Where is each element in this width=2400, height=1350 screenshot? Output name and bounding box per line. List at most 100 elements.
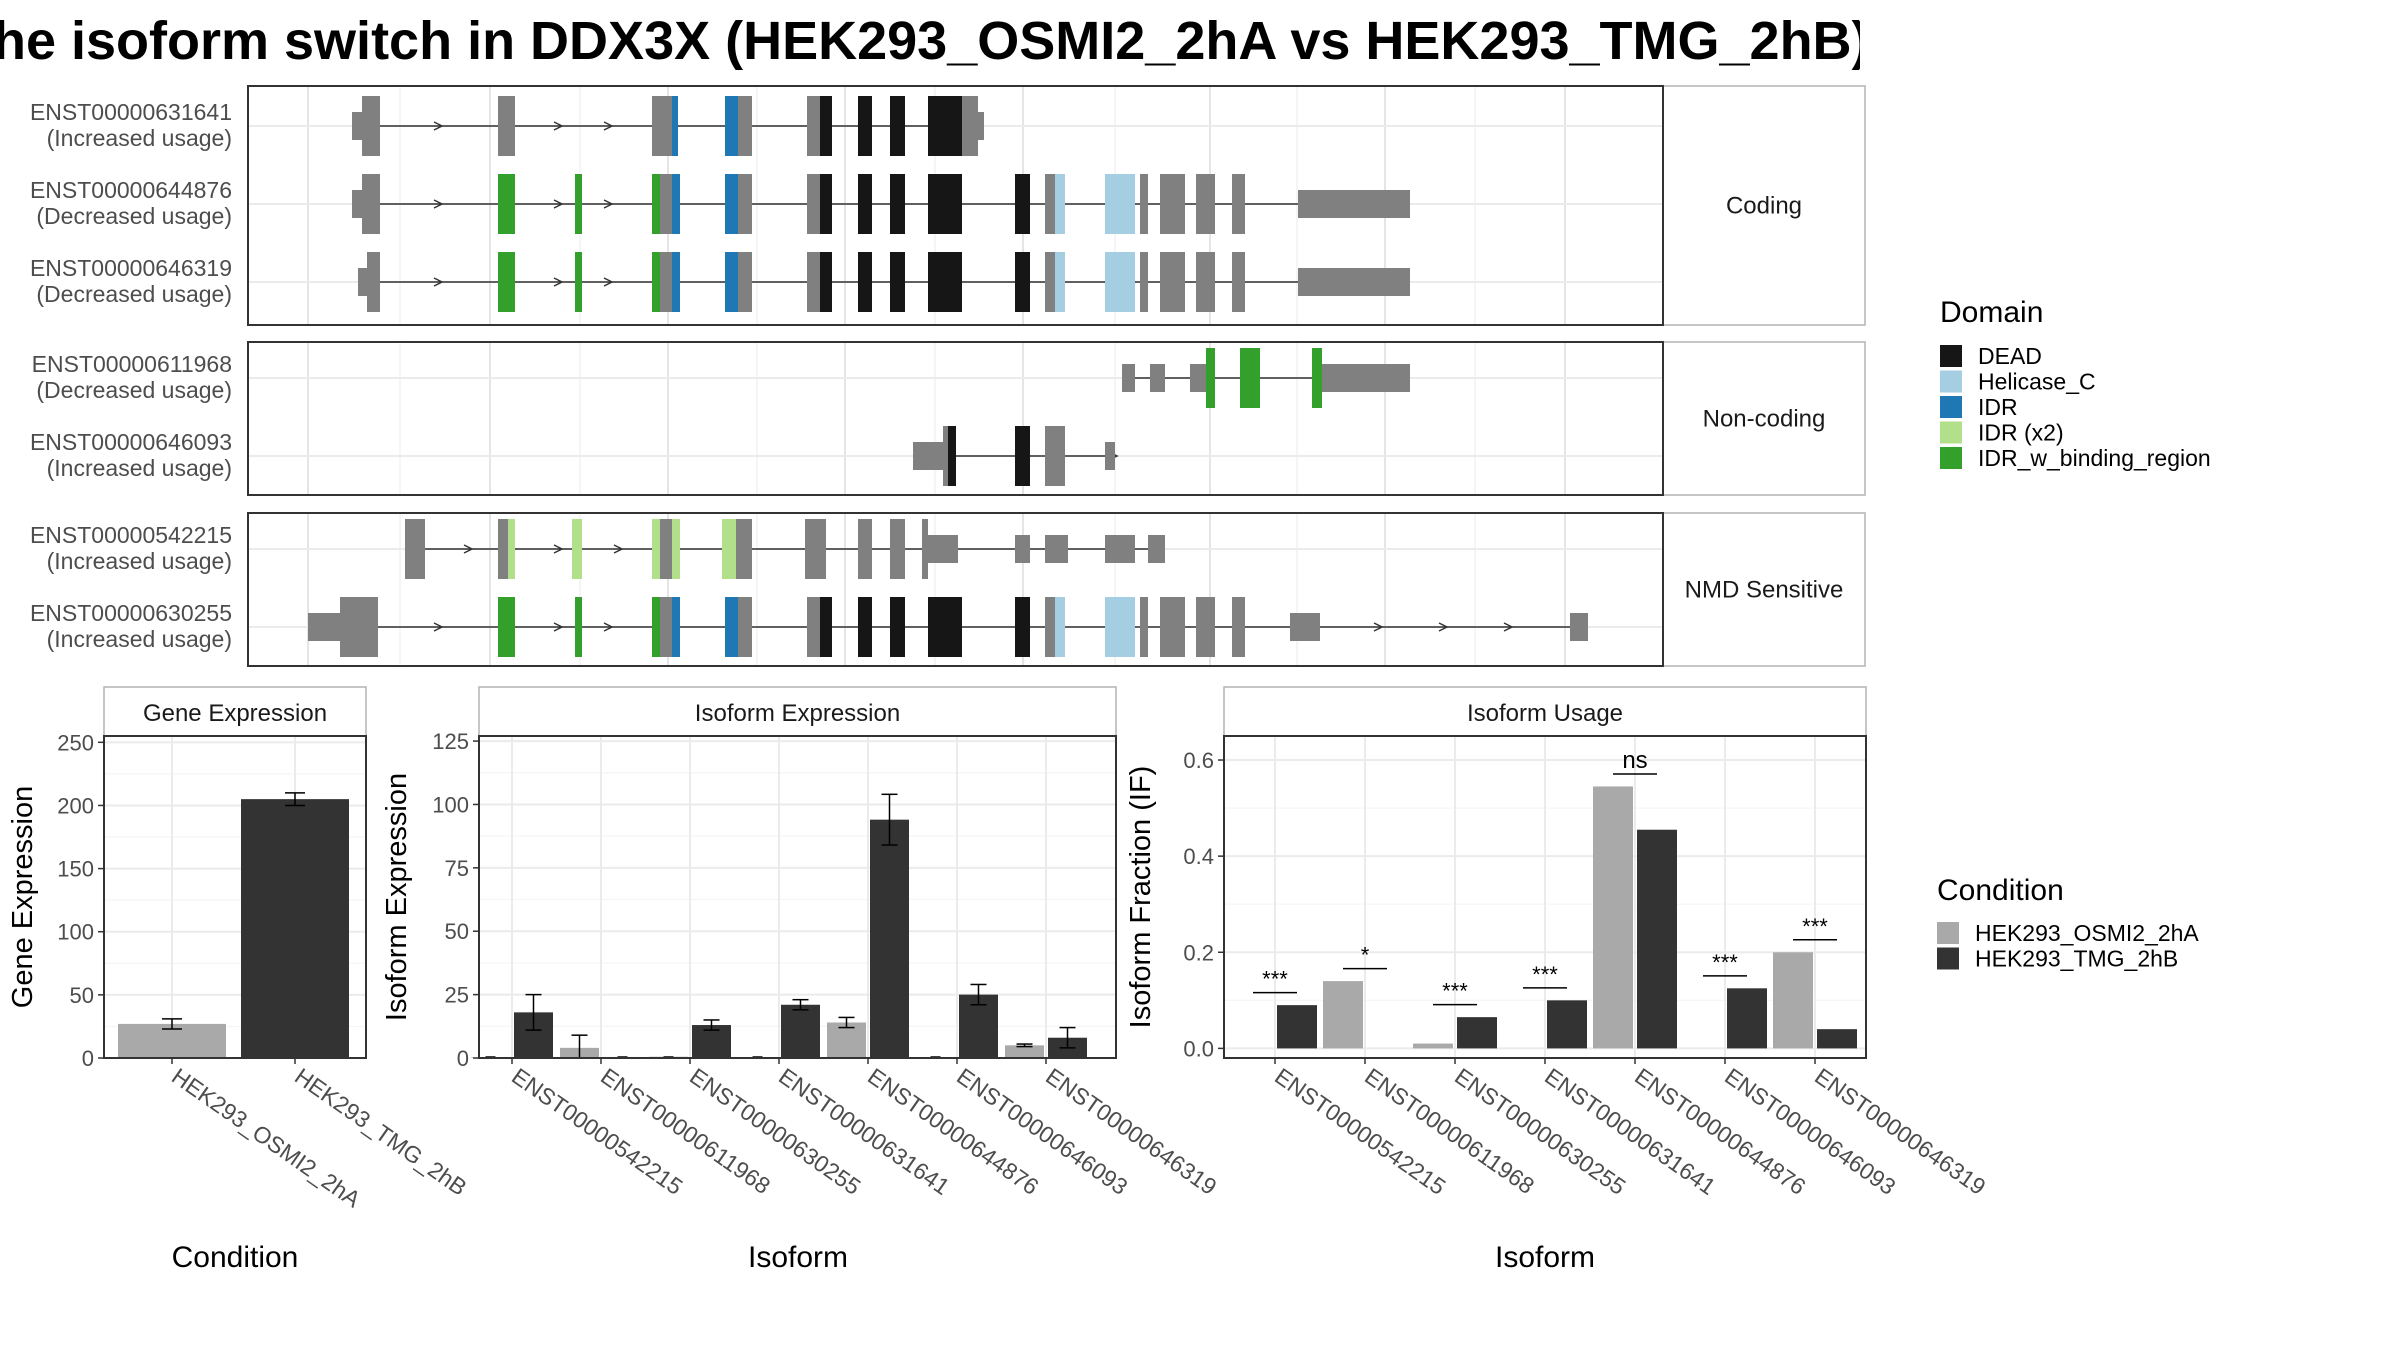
bar [827, 1022, 866, 1058]
facet-panel-border [247, 512, 1664, 667]
strand-arrow [553, 544, 564, 554]
strand-arrow [1438, 622, 1449, 632]
transcript-usage-label: (Decreased usage) [36, 203, 232, 229]
exon-segment [913, 442, 943, 470]
exon-segment [672, 519, 680, 579]
exon-segment [367, 252, 380, 312]
exon-segment [1055, 252, 1065, 312]
strand-arrow [433, 199, 444, 209]
transcript-row: ENST00000644876(Decreased usage) [30, 174, 1410, 234]
facet-strip [1662, 85, 1866, 326]
transcript-row: ENST00000631641(Increased usage) [30, 96, 984, 156]
strand-arrow [553, 277, 564, 287]
exon-segment [1045, 426, 1065, 486]
y-tick-label: 0 [457, 1046, 469, 1071]
transcript-id-label: ENST00000542215 [30, 522, 232, 548]
significance-label: *** [1712, 950, 1738, 975]
strand-arrow [433, 277, 444, 287]
domain-legend-label: Helicase_C [1978, 369, 2096, 395]
y-axis-title: Gene Expression [7, 786, 39, 1008]
exon-segment [575, 597, 582, 657]
exon-segment [725, 174, 738, 234]
x-axis-title: Isoform [1495, 1241, 1595, 1274]
bar [1637, 829, 1677, 1049]
significance-label: *** [1532, 962, 1558, 987]
domain-legend-label: IDR_w_binding_region [1978, 445, 2211, 471]
exon-segment [890, 96, 905, 156]
exon-segment [1322, 364, 1410, 392]
exon-segment [660, 174, 672, 234]
strand-arrow [433, 622, 444, 632]
exon-segment [1140, 174, 1148, 234]
exon-segment [890, 519, 905, 579]
transcript-id-label: ENST00000646319 [30, 255, 232, 281]
exon-segment [805, 519, 826, 579]
facet-strip-label: Coding [1726, 193, 1802, 220]
transcript-row: ENST00000611968(Decreased usage) [32, 348, 1410, 408]
exon-segment [508, 519, 515, 579]
y-tick-label: 125 [432, 729, 469, 754]
exon-segment [498, 519, 508, 579]
exon-segment [660, 597, 672, 657]
transcript-row: ENST00000630255(Increased usage) [30, 597, 1588, 657]
domain-legend-label: IDR (x2) [1978, 420, 2064, 446]
exon-segment [1122, 364, 1135, 392]
exon-segment [738, 597, 752, 657]
plot-border [103, 735, 367, 1059]
exon-segment [1015, 252, 1030, 312]
strand-arrow [433, 121, 444, 131]
exon-segment [1196, 597, 1215, 657]
bar-chart-isoform-usage: Isoform Usage**********ns******0.00.20.4… [1125, 686, 1991, 1274]
exon-segment [1240, 348, 1260, 408]
y-tick-label: 250 [57, 730, 94, 755]
strand-arrow [553, 121, 564, 131]
domain-legend-swatch [1940, 447, 1962, 469]
exon-segment [978, 112, 984, 140]
exon-segment [1045, 597, 1055, 657]
y-tick-label: 100 [432, 792, 469, 817]
x-tick-label: ENST00000646319 [1810, 1063, 1990, 1200]
exon-segment [738, 96, 752, 156]
y-tick-label: 0.2 [1183, 940, 1214, 965]
exon-segment [1055, 597, 1065, 657]
strand-arrow [553, 622, 564, 632]
exon-segment [1160, 597, 1185, 657]
transcript-id-label: ENST00000631641 [30, 99, 232, 125]
facet-strip [1662, 512, 1866, 667]
significance-label: ns [1622, 747, 1647, 774]
transcript-usage-label: (Increased usage) [47, 626, 232, 652]
exon-segment [652, 96, 672, 156]
exon-segment [1232, 252, 1245, 312]
bar [1593, 786, 1633, 1049]
exon-segment [928, 252, 962, 312]
exon-segment [1140, 252, 1148, 312]
exon-segment [1015, 174, 1030, 234]
strand-arrow [1373, 622, 1384, 632]
domain-legend-swatch [1940, 421, 1962, 444]
transcript-facet-non-coding: Non-coding ENST00000611968(Decreased usag… [30, 341, 1866, 496]
exon-segment [1570, 613, 1588, 641]
exon-segment [858, 519, 872, 579]
exon-segment [1150, 364, 1165, 392]
exon-segment [362, 96, 380, 156]
chart-title: Gene Expression [143, 700, 327, 727]
domain-legend-title: Domain [1940, 296, 2043, 329]
y-tick-label: 50 [445, 919, 469, 944]
condition-legend-swatch [1937, 947, 1959, 970]
y-tick-label: 100 [57, 920, 94, 945]
exon-segment [1045, 174, 1055, 234]
facet-strip-label: Non-coding [1703, 406, 1826, 433]
exon-segment [1105, 174, 1135, 234]
significance-label: *** [1802, 914, 1828, 939]
y-tick-label: 0 [82, 1046, 94, 1071]
exon-segment [1140, 597, 1148, 657]
condition-legend-label: HEK293_TMG_2hB [1975, 946, 2178, 972]
exon-segment [1105, 535, 1135, 563]
exon-segment [1196, 174, 1215, 234]
exon-segment [807, 597, 820, 657]
chart-strip [103, 686, 367, 737]
y-tick-label: 200 [57, 793, 94, 818]
